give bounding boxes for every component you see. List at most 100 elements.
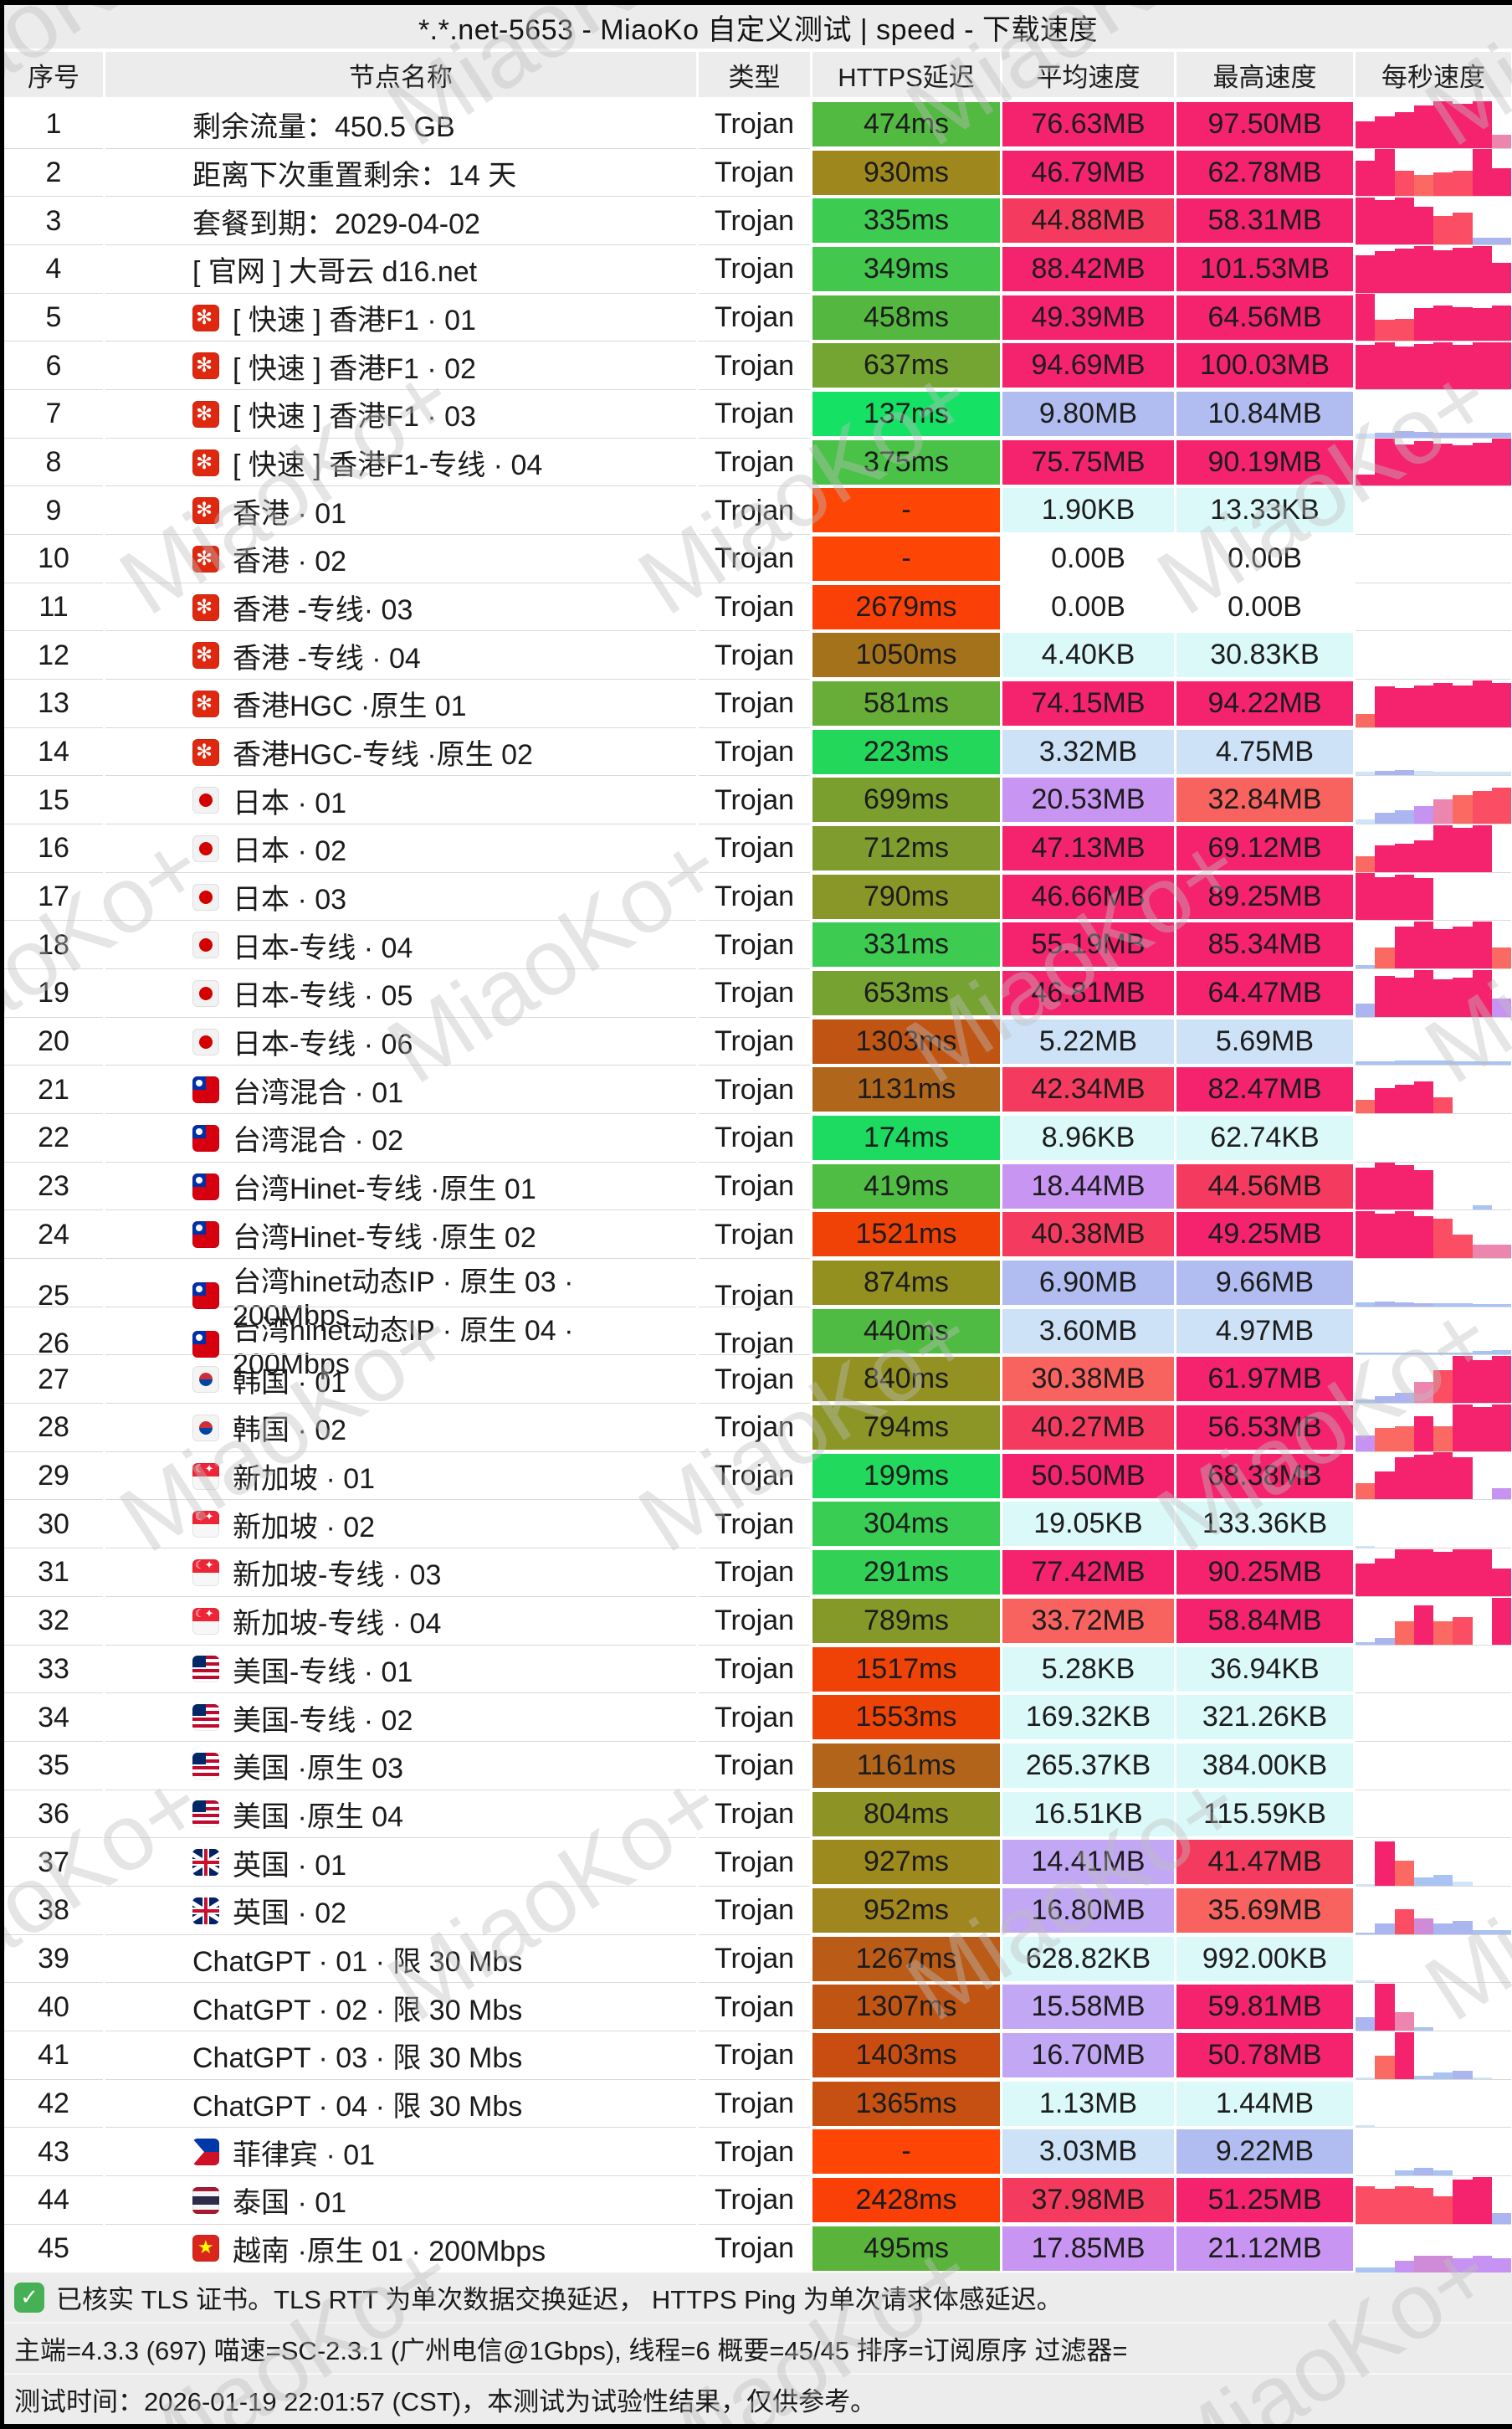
https-latency-cell: 790ms xyxy=(812,874,1000,919)
vn-flag-icon: ★ xyxy=(192,2235,219,2262)
node-type: Trojan xyxy=(699,439,810,487)
node-name-cell: ChatGPT · 02 · 限 30 Mbs xyxy=(105,1983,696,2031)
row-index: 37 xyxy=(4,1838,103,1887)
node-name: 香港 -专线· 03 xyxy=(233,594,413,627)
table-row: 22 台湾混合 · 02 Trojan 174ms 8.96KB 62.74KB xyxy=(4,1114,1512,1163)
avg-speed-cell: 33.72MB xyxy=(1002,1598,1174,1643)
max-speed-cell: 69.12MB xyxy=(1176,826,1353,871)
https-latency-cell: 1267ms xyxy=(812,1936,1000,1981)
per-second-speed-sparkline xyxy=(1356,1548,1511,1597)
node-type: Trojan xyxy=(699,1355,810,1404)
hk-flag-icon: ✻ xyxy=(192,642,219,670)
avg-speed-cell: 37.98MB xyxy=(1002,2177,1174,2222)
per-second-speed-sparkline xyxy=(1356,2175,1511,2225)
https-latency-cell: 495ms xyxy=(812,2226,1000,2271)
table-row: 35 美国 ·原生 03 Trojan 1161ms 265.37KB 384.00KB xyxy=(4,1741,1512,1790)
node-name: 新加坡-专线 · 04 xyxy=(233,1608,442,1641)
row-index: 11 xyxy=(4,583,103,632)
avg-speed-cell: 42.34MB xyxy=(1002,1067,1174,1112)
node-type: Trojan xyxy=(699,535,810,583)
us-flag-icon xyxy=(192,1704,219,1731)
node-name-cell: ✻ [ 快速 ] 香港F1 · 01 xyxy=(105,294,696,342)
table-body: 1 剩余流量：450.5 GB Trojan 474ms 76.63MB 97.50MB 2… xyxy=(4,100,1512,2273)
node-name: 新加坡 · 01 xyxy=(233,1463,376,1496)
per-second-speed-sparkline xyxy=(1356,486,1511,536)
footer-line-time: 测试时间：2026-01-19 22:01:57 (CST)，本测试为试验性结果… xyxy=(4,2373,1512,2424)
https-latency-cell: 712ms xyxy=(812,826,1000,871)
node-name-cell: ✻ 香港 -专线 · 04 xyxy=(105,631,696,680)
table-row: 10 ✻ 香港 · 02 Trojan -0.00B 0.00B xyxy=(4,535,1512,583)
row-index: 43 xyxy=(4,2128,103,2176)
avg-speed-cell: 0.00B xyxy=(1002,537,1174,582)
node-name: 英国 · 02 xyxy=(233,1897,347,1930)
https-latency-cell: 789ms xyxy=(812,1598,1000,1643)
node-name-cell: 英国 · 02 xyxy=(105,1887,696,1935)
node-type: Trojan xyxy=(699,1548,810,1597)
row-index: 15 xyxy=(4,776,103,824)
node-name-cell: 套餐到期：2029-04-02 xyxy=(105,197,696,245)
table-row: 43 菲律宾 · 01 Trojan -3.03MB 9.22MB xyxy=(4,2128,1512,2176)
jp-flag-icon xyxy=(192,883,219,911)
https-latency-cell: 804ms xyxy=(812,1791,1000,1836)
row-index: 2 xyxy=(4,149,103,198)
node-name: [ 官网 ] 大哥云 d16.net xyxy=(192,256,478,289)
node-name-cell: 台湾混合 · 01 xyxy=(105,1066,696,1114)
tw-flag-icon xyxy=(192,1282,219,1310)
row-index: 16 xyxy=(4,824,103,873)
node-name-cell: 美国 ·原生 04 xyxy=(105,1790,696,1839)
column-header-0: 序号 xyxy=(4,52,103,97)
row-index: 36 xyxy=(4,1790,103,1839)
node-type: Trojan xyxy=(699,969,810,1018)
per-second-speed-sparkline xyxy=(1356,1114,1511,1163)
kr-flag-icon xyxy=(192,1414,219,1441)
avg-speed-cell: 40.27MB xyxy=(1002,1405,1174,1451)
max-speed-cell: 101.53MB xyxy=(1176,247,1353,292)
node-type: Trojan xyxy=(699,1742,810,1790)
avg-speed-cell: 3.32MB xyxy=(1002,729,1174,774)
per-second-speed-sparkline xyxy=(1356,2031,1511,2080)
row-index: 6 xyxy=(4,341,103,390)
node-type: Trojan xyxy=(699,1935,810,1984)
avg-speed-cell: 47.13MB xyxy=(1002,826,1174,871)
tw-flag-icon xyxy=(192,1221,219,1249)
hk-flag-icon: ✻ xyxy=(192,690,219,717)
node-name-cell: ✻ 香港HGC ·原生 01 xyxy=(105,680,696,728)
avg-speed-cell: 265.37KB xyxy=(1002,1743,1174,1788)
hk-flag-icon: ✻ xyxy=(192,738,219,766)
node-type: Trojan xyxy=(699,583,810,632)
row-index: 33 xyxy=(4,1646,103,1694)
node-name: 香港HGC-专线 ·原生 02 xyxy=(233,739,533,772)
per-second-speed-sparkline xyxy=(1356,1259,1511,1307)
https-latency-cell: 223ms xyxy=(812,729,1000,774)
max-speed-cell: 321.26KB xyxy=(1176,1695,1353,1740)
table-row: 16 日本 · 02 Trojan 712ms 47.13MB 69.12MB xyxy=(4,824,1512,873)
row-index: 45 xyxy=(4,2225,103,2273)
node-type: Trojan xyxy=(699,341,810,390)
per-second-speed-sparkline xyxy=(1356,1451,1511,1501)
row-index: 38 xyxy=(4,1887,103,1935)
per-second-speed-sparkline xyxy=(1356,245,1511,294)
jp-flag-icon xyxy=(192,979,219,1007)
row-index: 23 xyxy=(4,1163,103,1211)
row-index: 17 xyxy=(4,873,103,922)
table-row: 25 台湾hinet动态IP · 原生 03 · 200Mbps Trojan 874… xyxy=(4,1259,1512,1332)
table-row: 23 台湾Hinet-专线 ·原生 01 Trojan 419ms 18.44MB 44.… xyxy=(4,1162,1512,1211)
table-row: 33 美国-专线 · 01 Trojan 1517ms 5.28KB 36.94KB xyxy=(4,1645,1512,1694)
per-second-speed-sparkline xyxy=(1356,197,1511,246)
column-header-1: 节点名称 xyxy=(105,52,696,97)
sg-flag-icon: ☾✦ xyxy=(192,1559,219,1586)
https-latency-cell: 1517ms xyxy=(812,1646,1000,1692)
table-row: 19 日本-专线 · 05 Trojan 653ms 46.81MB 64.47MB xyxy=(4,969,1512,1018)
per-second-speed-sparkline xyxy=(1356,2128,1511,2176)
column-header-4: 平均速度 xyxy=(1002,52,1174,97)
node-name-cell: ★ 越南 ·原生 01 · 200Mbps xyxy=(105,2225,696,2273)
avg-speed-cell: 5.28KB xyxy=(1002,1646,1174,1692)
tw-flag-icon xyxy=(192,1173,219,1200)
node-name-cell: 距离下次重置剩余：14 天 xyxy=(105,149,696,198)
node-type: Trojan xyxy=(699,245,810,294)
node-type: Trojan xyxy=(699,390,810,439)
max-speed-cell: 100.03MB xyxy=(1176,343,1353,388)
per-second-speed-sparkline xyxy=(1356,2224,1511,2273)
node-name-cell: ✻ [ 快速 ] 香港F1 · 03 xyxy=(105,390,696,439)
node-name: ChatGPT · 02 · 限 30 Mbs xyxy=(192,1994,523,2026)
